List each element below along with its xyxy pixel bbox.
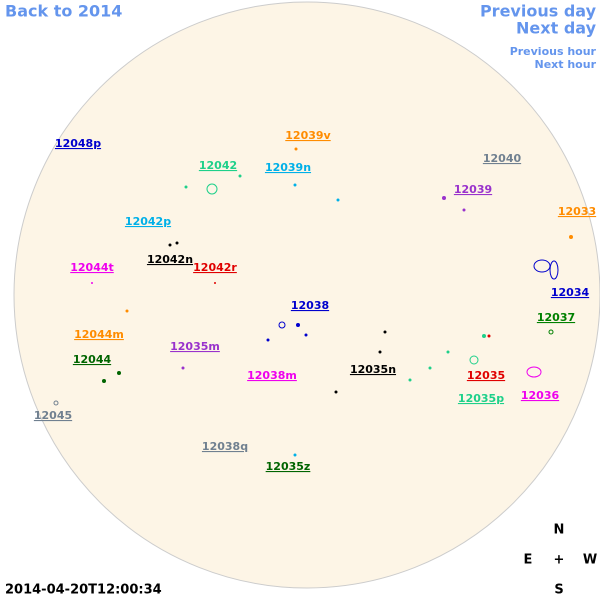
spot [548,329,554,335]
region-label[interactable]: 12038m [247,369,297,382]
spot [487,334,491,338]
previous-day-link[interactable]: Previous day [480,2,597,21]
region-label[interactable]: 12036 [521,389,560,402]
spot [266,338,270,342]
spot [294,147,298,151]
compass-west: W [583,553,597,568]
region-label[interactable]: 12048p [55,137,101,150]
spot [549,260,559,280]
spot [469,355,479,365]
region-label[interactable]: 12038q [202,440,248,453]
spot [184,185,188,189]
spot [462,208,466,212]
spot [53,400,59,406]
spot [383,330,387,334]
spot [296,323,300,327]
region-label[interactable]: 12035p [458,392,504,405]
solar-disk [13,1,600,589]
region-label[interactable]: 12035m [170,340,220,353]
region-label[interactable]: 12033 [558,205,596,218]
region-label[interactable]: 12045 [34,409,72,422]
region-label[interactable]: 12040 [483,152,522,165]
region-label[interactable]: 12042 [199,159,237,172]
spot [482,334,486,338]
region-label[interactable]: 12042n [147,253,193,266]
region-label[interactable]: 12037 [537,311,575,324]
region-label[interactable]: 12044 [73,353,112,366]
spots [53,147,573,457]
region-label[interactable]: 12044m [74,328,124,341]
spot [526,366,542,378]
spot [304,333,308,337]
previous-hour-link[interactable]: Previous hour [510,45,597,58]
spot [102,379,106,383]
region-label[interactable]: 12035n [350,363,396,376]
spot [206,183,218,195]
region-label[interactable]: 12038 [291,299,329,312]
compass-north: N [554,523,565,538]
region-labels: 12048p 12039v 12042 12039n 12040 12039 12033 12… [34,129,596,473]
region-label[interactable]: 12039 [454,183,492,196]
spot [293,453,297,457]
spot [117,371,121,375]
spot [569,235,573,239]
spot [334,390,338,394]
spot [175,241,179,245]
spot [442,196,446,200]
spot [336,198,340,202]
region-label[interactable]: 12039v [285,129,331,142]
region-label[interactable]: 12035 [467,369,505,382]
spot [125,309,129,313]
compass-south: S [554,583,563,598]
next-hour-link[interactable]: Next hour [535,58,597,71]
compass-east: E [524,553,533,568]
spot [378,350,382,354]
spot [428,366,432,370]
spot [181,366,185,370]
spot [238,174,242,178]
timestamp: 2014-04-20T12:00:34 [5,583,162,598]
spot [91,282,93,284]
spot [214,282,216,284]
next-day-link[interactable]: Next day [516,19,597,38]
region-label[interactable]: 12034 [551,286,590,299]
back-link[interactable]: Back to 2014 [5,2,122,21]
region-label[interactable]: 12039n [265,161,311,174]
region-label[interactable]: 12042p [125,215,171,228]
spot [446,350,450,354]
spot [408,378,412,382]
spot [278,321,286,329]
spot [168,243,172,247]
region-label[interactable]: 12042r [193,261,237,274]
spot [293,183,297,187]
compass-center: + [554,553,565,568]
region-label[interactable]: 12035z [266,460,311,473]
region-label[interactable]: 12044t [70,261,114,274]
